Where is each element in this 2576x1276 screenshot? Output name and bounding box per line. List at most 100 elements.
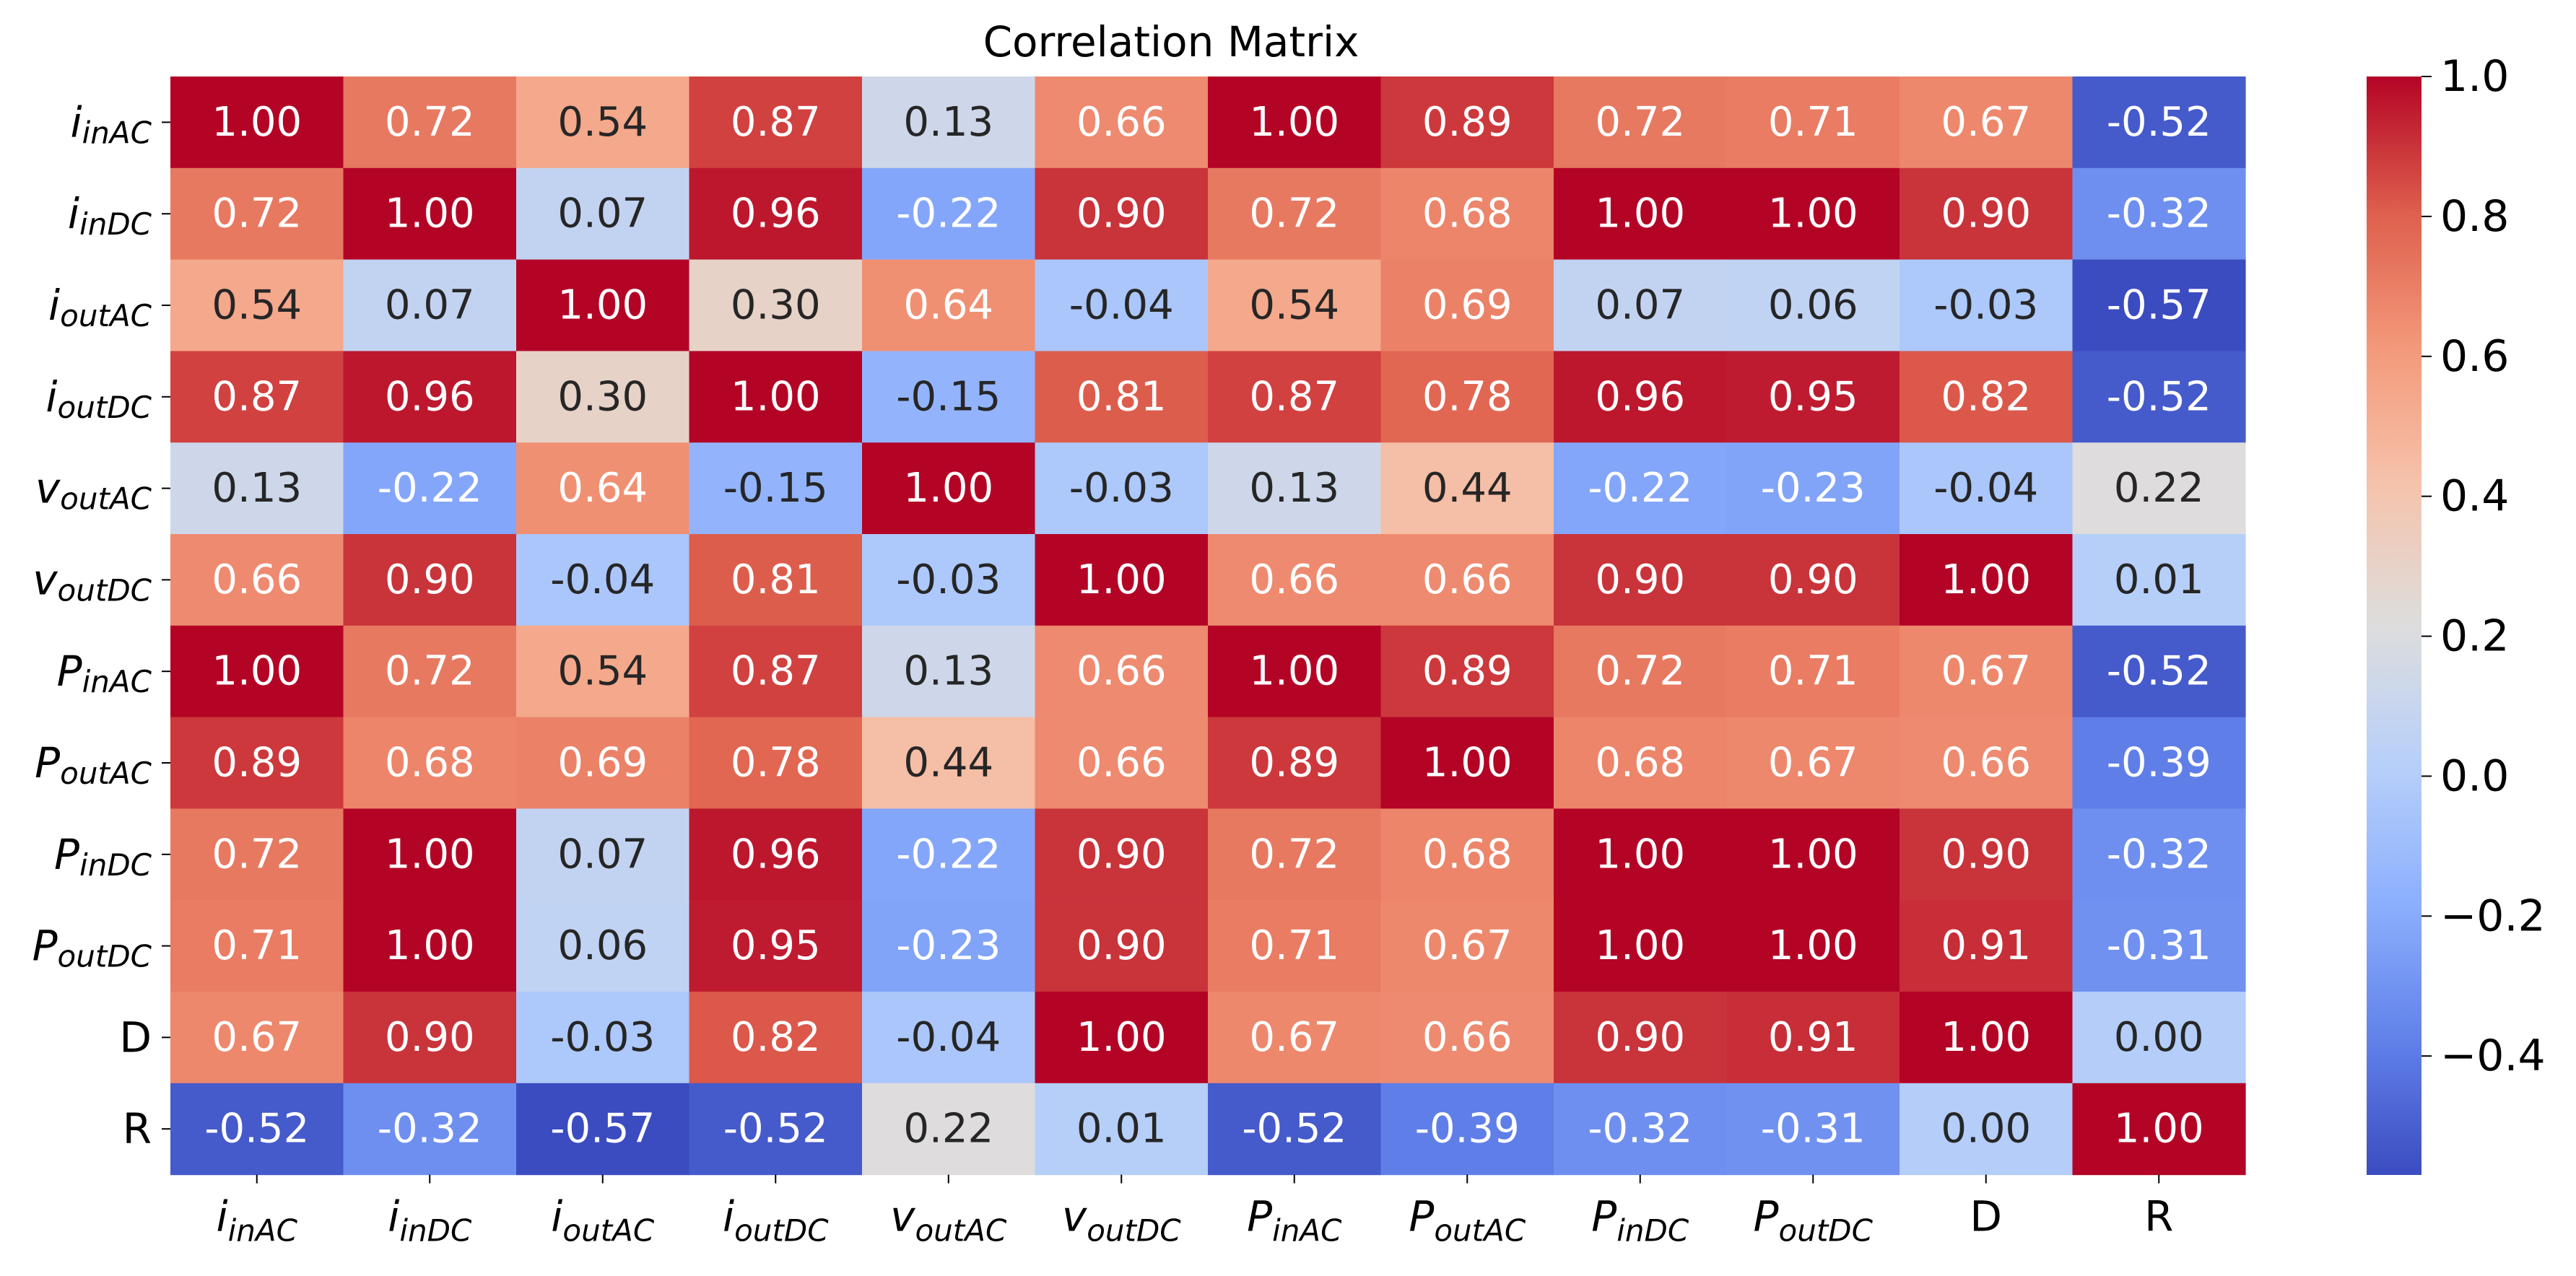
- cell-value-label-r7-c1: 0.68: [385, 740, 475, 787]
- cell-value-label-r2-c0: 0.54: [212, 282, 302, 329]
- heatmap-cell-r0-c8: [1554, 77, 1728, 169]
- heatmap-cell-r6-c4: [862, 625, 1036, 718]
- x-tick-label-10: D: [1970, 1192, 2002, 1241]
- cell-value-label-r6-c10: 0.67: [1941, 648, 2031, 695]
- heatmap-cell-r8-c0: [170, 808, 344, 901]
- heatmap-cell-r6-c7: [1380, 625, 1554, 718]
- cell-value-label-r1-c1: 1.00: [385, 191, 475, 237]
- cell-value-label-r0-c0: 1.00: [212, 99, 302, 146]
- heatmap-cell-r1-c9: [1726, 167, 1900, 261]
- cell-value-label-r8-c8: 1.00: [1595, 831, 1685, 878]
- heatmap-cell-r2-c1: [343, 259, 517, 351]
- heatmap-cell-r0-c5: [1035, 77, 1209, 169]
- heatmap-cell-r9-c10: [1900, 900, 2074, 992]
- y-tick-label-6: PinAC: [57, 647, 152, 699]
- cell-value-label-r11-c5: 0.01: [1076, 1106, 1167, 1153]
- heatmap-cell-r1-c4: [862, 167, 1036, 261]
- cell-value-label-r10-c2: -0.03: [550, 1014, 655, 1061]
- cell-value-label-r4-c5: -0.03: [1069, 465, 1174, 512]
- heatmap-cell-r0-c2: [516, 77, 690, 169]
- cell-value-label-r2-c10: -0.03: [1933, 282, 2038, 329]
- heatmap-cell-r4-c10: [1900, 442, 2074, 535]
- heatmap-cell-r11-c5: [1035, 1083, 1209, 1176]
- heatmap-cell-r11-c11: [2072, 1083, 2246, 1176]
- colorbar-ticks: −0.4 −0.2 0.0 0.2 0.4 0.6 0.8 1.0: [2421, 51, 2546, 1081]
- heatmap-cell-r11-c1: [343, 1083, 517, 1176]
- heatmap-cell-r2-c2: [516, 259, 690, 351]
- cell-value-label-r10-c6: 0.67: [1249, 1014, 1339, 1061]
- heatmap-cell-r6-c1: [343, 625, 517, 718]
- cell-value-label-r10-c8: 0.90: [1595, 1014, 1685, 1061]
- cell-value-label-r1-c9: 1.00: [1768, 191, 1858, 237]
- cell-value-label-r7-c6: 0.89: [1249, 740, 1339, 787]
- cell-value-label-r3-c8: 0.96: [1595, 373, 1685, 420]
- x-tick-label-11: R: [2144, 1192, 2173, 1241]
- cell-value-label-r4-c0: 0.13: [212, 465, 302, 512]
- cell-value-label-r2-c6: 0.54: [1249, 282, 1339, 329]
- cell-value-label-r6-c11: -0.52: [2107, 648, 2211, 695]
- x-tick-label-3: ioutDC: [723, 1192, 829, 1249]
- y-tick-label-7: PoutAC: [35, 738, 152, 791]
- x-tick-label-7: PoutAC: [1409, 1192, 1526, 1249]
- cell-value-label-r7-c7: 1.00: [1422, 740, 1513, 787]
- colorbar-tick-label-2: 0.0: [2440, 751, 2509, 801]
- heatmap-cell-r2-c7: [1380, 259, 1554, 351]
- cell-value-label-r6-c1: 0.72: [385, 648, 475, 695]
- heatmap-cell-r11-c6: [1208, 1083, 1382, 1176]
- heatmap-cell-r0-c11: [2072, 77, 2246, 169]
- heatmap-annotations: 1.00 0.72 0.54 0.87 0.13 0.66 1.00 0.89 0.72 0.71…: [204, 99, 2211, 1153]
- cell-value-label-r0-c9: 0.71: [1768, 99, 1858, 146]
- heatmap-cell-r5-c10: [1900, 534, 2074, 626]
- heatmap-cell-r10-c6: [1208, 992, 1382, 1084]
- heatmap-cell-r8-c10: [1900, 808, 2074, 901]
- heatmap-cell-r0-c3: [689, 77, 863, 169]
- cell-value-label-r2-c1: 0.07: [385, 282, 475, 329]
- cell-value-label-r11-c7: -0.39: [1415, 1106, 1520, 1153]
- cell-value-label-r8-c10: 0.90: [1941, 831, 2031, 878]
- cell-value-label-r1-c3: 0.96: [731, 191, 821, 237]
- heatmap-cell-r10-c9: [1726, 992, 1900, 1084]
- cell-value-label-r3-c0: 0.87: [212, 373, 302, 420]
- cell-value-label-r1-c10: 0.90: [1941, 191, 2031, 237]
- heatmap-cell-r7-c2: [516, 717, 690, 809]
- cell-value-label-r4-c9: -0.23: [1761, 465, 1866, 512]
- cell-value-label-r9-c0: 0.71: [212, 922, 302, 969]
- cell-value-label-r0-c3: 0.87: [731, 99, 821, 146]
- cell-value-label-r11-c2: -0.57: [550, 1106, 655, 1153]
- heatmap-cell-r8-c9: [1726, 808, 1900, 901]
- heatmap-cell-r9-c3: [689, 900, 863, 992]
- heatmap-cell-r10-c11: [2072, 992, 2246, 1084]
- cell-value-label-r5-c10: 1.00: [1941, 556, 2031, 603]
- heatmap-cell-r4-c4: [862, 442, 1036, 535]
- heatmap-cell-r3-c8: [1554, 351, 1728, 443]
- heatmap-cell-r10-c1: [343, 992, 517, 1084]
- cell-value-label-r8-c11: -0.32: [2107, 831, 2211, 878]
- heatmap-cell-r6-c3: [689, 625, 863, 718]
- cell-value-label-r10-c10: 1.00: [1941, 1014, 2031, 1061]
- heatmap-cell-r4-c3: [689, 442, 863, 535]
- cell-value-label-r0-c1: 0.72: [385, 99, 475, 146]
- cell-value-label-r4-c3: -0.15: [723, 465, 828, 512]
- heatmap-cell-r1-c0: [170, 167, 344, 261]
- heatmap-cell-r5-c7: [1380, 534, 1554, 626]
- cell-value-label-r7-c8: 0.68: [1595, 740, 1685, 787]
- cell-value-label-r4-c1: -0.22: [378, 465, 482, 512]
- cell-value-label-r3-c9: 0.95: [1768, 373, 1858, 420]
- cell-value-label-r10-c11: 0.00: [2114, 1014, 2204, 1061]
- cell-value-label-r7-c11: -0.39: [2107, 740, 2211, 787]
- cell-value-label-r3-c11: -0.52: [2107, 373, 2211, 420]
- heatmap-cell-r3-c0: [170, 351, 344, 443]
- cell-value-label-r10-c0: 0.67: [212, 1014, 302, 1061]
- colorbar: −0.4 −0.2 0.0 0.2 0.4 0.6 0.8 1.0: [2367, 51, 2546, 1175]
- y-tick-label-0: iinAC: [71, 97, 152, 150]
- heatmap-cell-r0-c4: [862, 77, 1036, 169]
- cell-value-label-r4-c8: -0.22: [1588, 465, 1692, 512]
- heatmap-cell-r0-c9: [1726, 77, 1900, 169]
- heatmap-cell-r4-c1: [343, 442, 517, 535]
- cell-value-label-r5-c5: 1.00: [1076, 556, 1167, 603]
- heatmap-cell-r7-c3: [689, 717, 863, 809]
- colorbar-tick-label-3: 0.2: [2440, 611, 2509, 662]
- heatmap-cell-r8-c11: [2072, 808, 2246, 901]
- x-tick-label-8: PinDC: [1591, 1192, 1689, 1249]
- cell-value-label-r1-c7: 0.68: [1422, 191, 1513, 237]
